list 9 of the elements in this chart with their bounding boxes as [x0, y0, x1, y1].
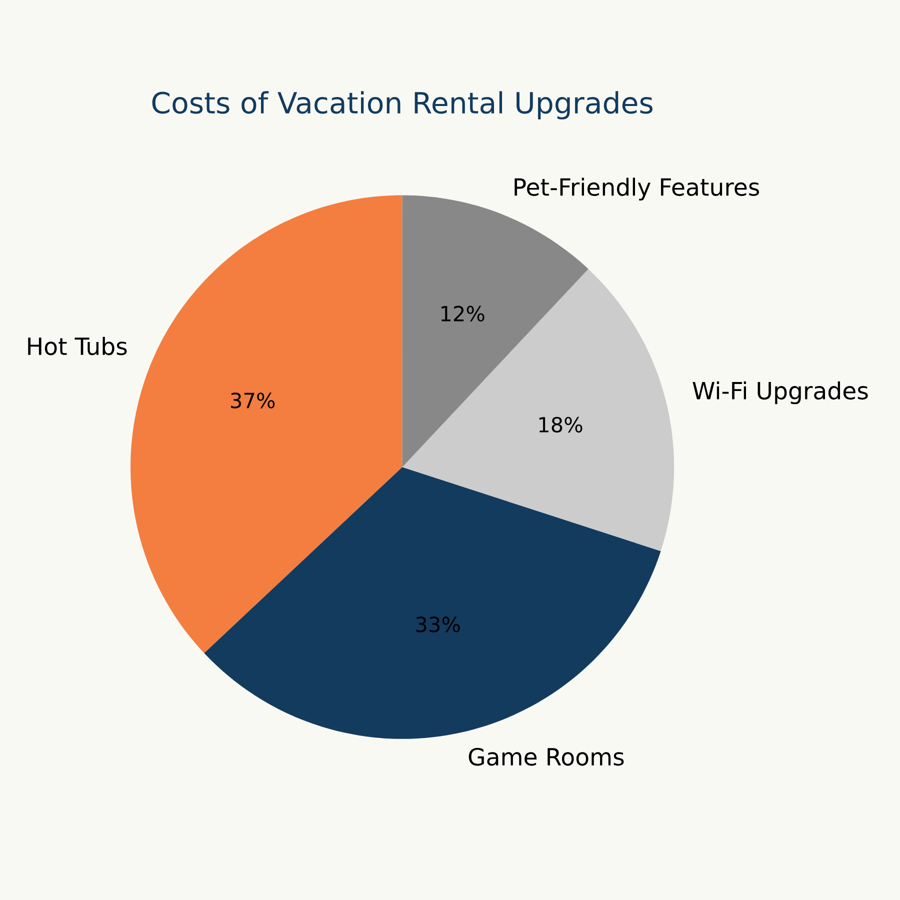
data-label: 18%: [539, 416, 582, 433]
slice-label: Game Rooms: [468, 748, 624, 766]
slice-label: Hot Tubs: [28, 336, 127, 356]
data-label: 37%: [231, 392, 275, 408]
slice-label: Pet-Friendly Features: [514, 178, 760, 201]
data-label: 33%: [416, 616, 460, 632]
slice-label: Wi-Fi Upgrades: [692, 381, 868, 404]
chart-title: Costs of Vacation Rental Upgrades: [152, 91, 653, 120]
data-label: 12%: [441, 306, 484, 322]
